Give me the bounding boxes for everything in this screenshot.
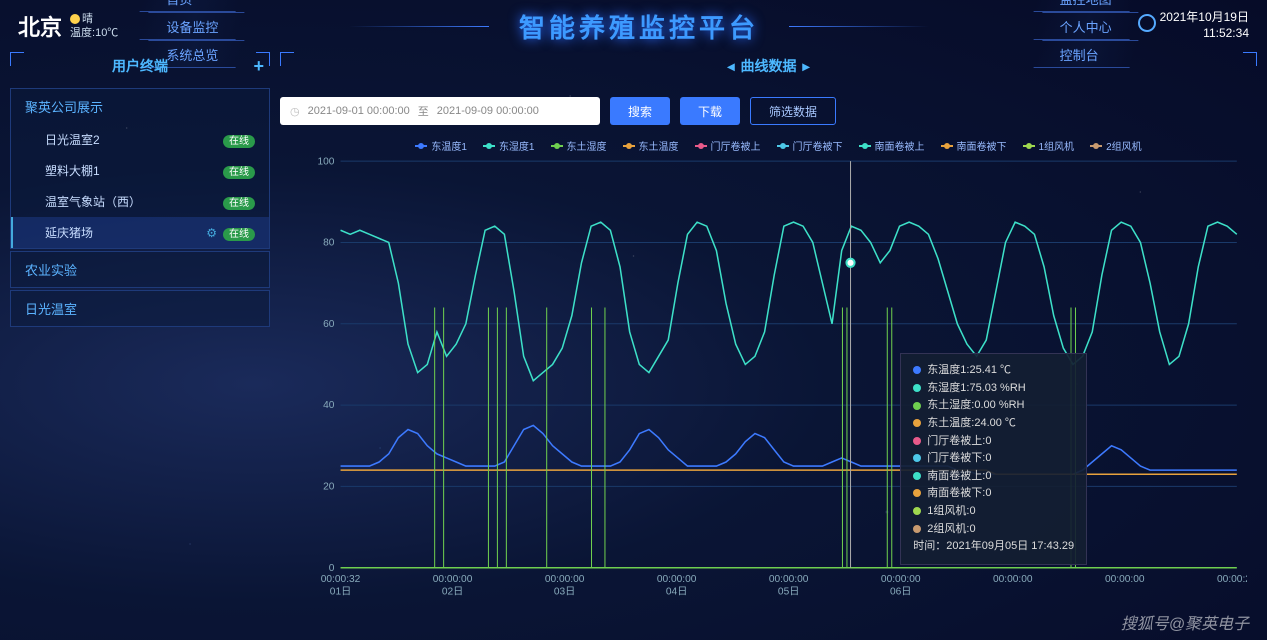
tree-group[interactable]: 日光温室	[11, 291, 269, 326]
nav-tab[interactable]: 个人中心	[1038, 12, 1134, 40]
app-title: 智能养殖监控平台	[244, 8, 1033, 45]
nav-tab[interactable]: 设备监控	[144, 12, 240, 40]
svg-text:00:00:32: 00:00:32	[321, 574, 361, 585]
download-button[interactable]: 下载	[680, 97, 740, 125]
svg-text:05日: 05日	[778, 587, 799, 598]
svg-text:20: 20	[323, 481, 335, 492]
svg-text:0: 0	[329, 563, 335, 574]
date-range-input[interactable]: ◷ 2021-09-01 00:00:00 至 2021-09-09 00:00…	[280, 97, 600, 125]
add-terminal-icon[interactable]: +	[253, 56, 264, 77]
clock-date: 2021年10月19日	[1160, 10, 1249, 26]
svg-text:00:00:00: 00:00:00	[769, 574, 809, 585]
line-chart[interactable]: 0 20 40 60 80 100 00:00:32 01日 00:00:00 02日 00:00:…	[310, 157, 1247, 603]
weather-block: 晴 温度:10℃	[70, 12, 118, 41]
temperature-label: 温度:10℃	[70, 26, 118, 40]
nav-tab[interactable]: 首页	[144, 0, 240, 12]
tree-item[interactable]: 温室气象站（西）在线	[11, 186, 269, 217]
filter-button[interactable]: 筛选数据	[750, 97, 836, 125]
tree-item[interactable]: 日光温室2在线	[11, 124, 269, 155]
chart-legend: 东温度1 东湿度1 东土湿度 东土温度 门厅卷被上 门厅卷被下 南面卷被上 南面卷被下 1组风机…	[310, 138, 1247, 153]
gear-icon[interactable]: ⚙	[206, 226, 217, 240]
svg-text:03日: 03日	[554, 587, 575, 598]
search-button[interactable]: 搜索	[610, 97, 670, 125]
date-from: 2021-09-01 00:00:00	[308, 105, 410, 117]
sidebar-header: 用户终端 +	[10, 52, 270, 80]
status-badge: 在线	[223, 228, 255, 241]
date-sep: 至	[418, 103, 429, 119]
svg-text:06日: 06日	[890, 587, 911, 598]
clock-block: 2021年10月19日 11:52:34	[1138, 10, 1249, 41]
tree-item[interactable]: 塑料大棚1在线	[11, 155, 269, 186]
svg-text:01日: 01日	[330, 587, 351, 598]
tree-group[interactable]: 农业实验	[11, 252, 269, 287]
location-label: 北京	[18, 10, 62, 42]
svg-text:00:00:00: 00:00:00	[1105, 574, 1145, 585]
svg-text:04日: 04日	[666, 587, 687, 598]
svg-text:00:00:00: 00:00:00	[993, 574, 1033, 585]
svg-text:00:00:27: 00:00:27	[1217, 574, 1247, 585]
tree-group[interactable]: 聚英公司展示	[11, 89, 269, 124]
legend-item[interactable]: 门厅卷被上	[695, 138, 761, 153]
status-badge: 在线	[223, 135, 255, 148]
terminal-tree: 聚英公司展示日光温室2在线塑料大棚1在线温室气象站（西）在线延庆猪场⚙在线农业实…	[10, 88, 270, 327]
sun-icon	[70, 14, 80, 24]
legend-item[interactable]: 1组风机	[1023, 138, 1075, 153]
nav-tab[interactable]: 监控地图	[1038, 0, 1134, 12]
svg-text:100: 100	[317, 157, 334, 167]
legend-item[interactable]: 东土温度	[623, 138, 679, 153]
svg-text:80: 80	[323, 238, 335, 249]
svg-text:00:00:00: 00:00:00	[657, 574, 697, 585]
svg-text:02日: 02日	[442, 587, 463, 598]
svg-text:00:00:00: 00:00:00	[881, 574, 921, 585]
svg-text:60: 60	[323, 319, 335, 330]
tree-item[interactable]: 延庆猪场⚙在线	[11, 217, 269, 248]
legend-item[interactable]: 南面卷被上	[859, 138, 925, 153]
clock-time: 11:52:34	[1160, 26, 1249, 42]
chart-panel-header: ◂ 曲线数据 ▸	[280, 52, 1257, 80]
legend-item[interactable]: 2组风机	[1090, 138, 1142, 153]
chart-panel-title: 曲线数据	[741, 56, 797, 76]
legend-item[interactable]: 东湿度1	[483, 138, 535, 153]
date-to: 2021-09-09 00:00:00	[437, 105, 539, 117]
sidebar-title: 用户终端	[112, 56, 168, 76]
clock-icon: ◷	[290, 105, 300, 118]
legend-item[interactable]: 南面卷被下	[941, 138, 1007, 153]
svg-text:00:00:00: 00:00:00	[545, 574, 585, 585]
svg-text:00:00:00: 00:00:00	[433, 574, 473, 585]
legend-item[interactable]: 东土湿度	[551, 138, 607, 153]
weather-text: 晴	[82, 13, 93, 25]
status-badge: 在线	[223, 166, 255, 179]
status-badge: 在线	[223, 197, 255, 210]
legend-item[interactable]: 门厅卷被下	[777, 138, 843, 153]
legend-item[interactable]: 东温度1	[415, 138, 467, 153]
svg-text:40: 40	[323, 400, 335, 411]
